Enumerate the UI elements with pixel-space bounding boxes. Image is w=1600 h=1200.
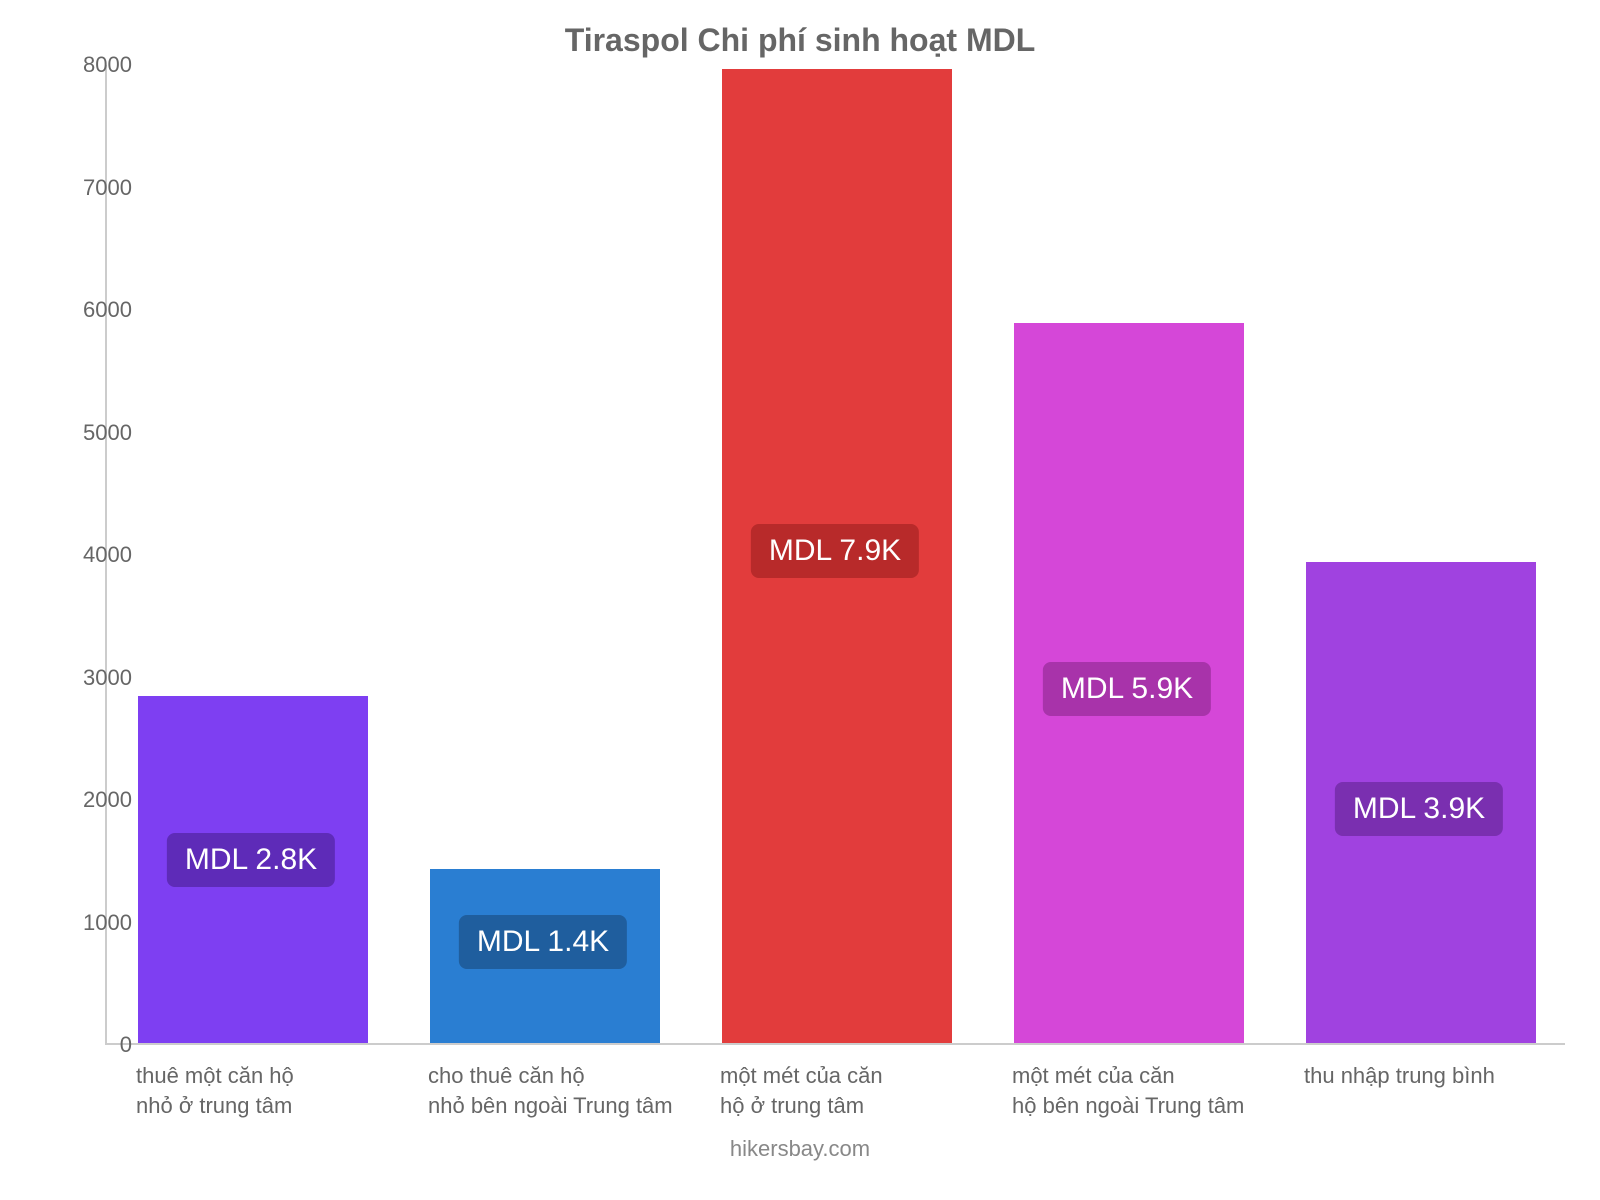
y-axis-tick: 0 <box>42 1032 132 1058</box>
value-badge: MDL 1.4K <box>459 915 627 969</box>
x-axis-label: thu nhập trung bình <box>1304 1061 1574 1091</box>
x-axis-label: thuê một căn hộ nhỏ ở trung tâm <box>136 1061 406 1120</box>
y-axis-tick: 5000 <box>42 420 132 446</box>
y-axis-tick: 3000 <box>42 665 132 691</box>
value-badge: MDL 5.9K <box>1043 662 1211 716</box>
footer-credit: hikersbay.com <box>0 1136 1600 1162</box>
chart-title: Tiraspol Chi phí sinh hoạt MDL <box>0 22 1600 59</box>
value-badge: MDL 3.9K <box>1335 782 1503 836</box>
value-badge: MDL 2.8K <box>167 833 335 887</box>
y-axis-tick: 7000 <box>42 175 132 201</box>
y-axis-tick: 2000 <box>42 787 132 813</box>
x-axis-label: một mét của căn hộ bên ngoài Trung tâm <box>1012 1061 1282 1120</box>
y-axis-tick: 4000 <box>42 542 132 568</box>
x-axis-label: một mét của căn hộ ở trung tâm <box>720 1061 990 1120</box>
y-axis-tick: 6000 <box>42 297 132 323</box>
y-axis-tick: 8000 <box>42 52 132 78</box>
value-badge: MDL 7.9K <box>751 524 919 578</box>
x-axis-label: cho thuê căn hộ nhỏ bên ngoài Trung tâm <box>428 1061 698 1120</box>
y-axis-tick: 1000 <box>42 910 132 936</box>
